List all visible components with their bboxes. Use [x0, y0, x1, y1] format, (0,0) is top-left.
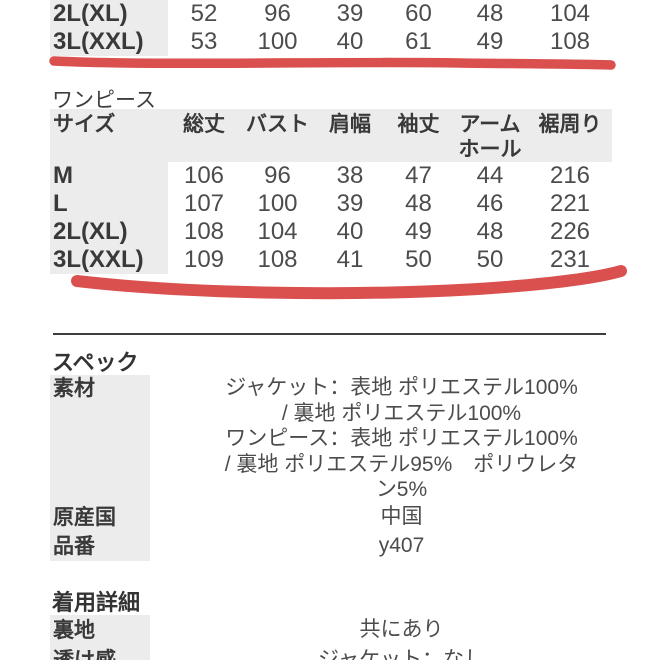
- jacket-size-table: 2L(XL) 52 96 39 60 48 104 3L(XXL) 53 100…: [50, 0, 612, 56]
- detail-value: ジャケット：なし: [318, 648, 485, 660]
- detail-row-lining: 裏地 共にあり: [50, 615, 653, 645]
- measurement-cell: 46: [476, 190, 504, 217]
- wearing-detail-heading: 着用詳細: [52, 590, 141, 615]
- spec-label: 素材: [50, 375, 150, 503]
- measurement-cell: 50: [405, 246, 432, 273]
- wearing-detail-table: 裏地 共にあり 透け感 ジャケット：なし: [50, 615, 653, 660]
- measurement-cell: 108: [183, 218, 225, 245]
- measurement-cell: 41: [336, 246, 364, 273]
- size-cell: 3L(XXL): [50, 28, 168, 56]
- size-cell: 3L(XXL): [50, 246, 168, 274]
- measurement-cell: 109: [183, 246, 225, 273]
- measurement-cell: 221: [549, 190, 591, 217]
- table-row: 2L(XL) 108 104 40 49 48 226: [50, 218, 612, 246]
- size-cell: M: [50, 162, 168, 190]
- measurement-cell: 48: [476, 218, 504, 245]
- detail-label: 透け感: [50, 645, 150, 660]
- column-header: 裾周り: [528, 109, 612, 162]
- spec-label: 品番: [50, 532, 150, 561]
- measurement-cell: 50: [476, 246, 504, 273]
- measurement-cell: 96: [264, 162, 291, 189]
- spec-value: y407: [378, 534, 425, 557]
- measurement-cell: 44: [476, 162, 504, 189]
- measurement-cell: 48: [405, 190, 432, 217]
- measurement-cell: 39: [336, 0, 364, 27]
- table-row: L 107 100 39 48 46 221: [50, 190, 612, 218]
- red-underline-dress-table: [71, 265, 627, 300]
- measurement-cell: 60: [405, 0, 432, 27]
- table-row: 2L(XL) 52 96 39 60 48 104: [50, 0, 612, 28]
- table-header-row: サイズ 総丈 バスト 肩幅 袖丈 アームホール 裾周り: [50, 109, 612, 162]
- column-header: 袖丈: [385, 109, 452, 162]
- table-row: 3L(XXL) 53 100 40 61 49 108: [50, 28, 612, 56]
- material-line: ワンピース：表地 ポリエステル100%: [225, 427, 578, 451]
- measurement-cell: 47: [405, 162, 432, 189]
- measurement-cell: 52: [190, 0, 218, 27]
- spec-table: 素材 ジャケット：表地 ポリエステル100% / 裏地 ポリエステル100% ワ…: [50, 375, 653, 561]
- dress-size-table: サイズ 総丈 バスト 肩幅 袖丈 アームホール 裾周り M 106 96 38 …: [50, 109, 612, 274]
- measurement-cell: 39: [336, 190, 364, 217]
- table-row: M 106 96 38 47 44 216: [50, 162, 612, 190]
- column-header: 肩幅: [315, 109, 385, 162]
- spec-row-origin: 原産国 中国: [50, 503, 653, 532]
- section-divider: [53, 333, 606, 335]
- measurement-cell: 104: [549, 0, 591, 27]
- spec-label: 原産国: [50, 503, 150, 532]
- measurement-cell: 107: [183, 190, 225, 217]
- column-header: バスト: [240, 109, 315, 162]
- measurement-cell: 226: [549, 218, 591, 245]
- column-header: 総丈: [168, 109, 240, 162]
- detail-row-sheerness: 透け感 ジャケット：なし: [50, 645, 653, 660]
- dress-section-title: ワンピース: [52, 89, 156, 112]
- measurement-cell: 108: [549, 28, 591, 55]
- material-line: / 裏地 ポリエステル100%: [281, 401, 522, 425]
- size-cell: 2L(XL): [50, 0, 168, 28]
- detail-label: 裏地: [50, 615, 150, 645]
- size-cell: 2L(XL): [50, 218, 168, 246]
- spec-value: 中国: [380, 505, 423, 528]
- measurement-cell: 100: [257, 28, 298, 55]
- measurement-cell: 49: [476, 28, 504, 55]
- measurement-cell: 61: [405, 28, 432, 55]
- measurement-cell: 96: [264, 0, 291, 27]
- spec-row-item-number: 品番 y407: [50, 532, 653, 561]
- column-header: アームホール: [452, 109, 528, 162]
- measurement-cell: 108: [257, 246, 298, 273]
- material-line: / 裏地 ポリエステル95% ポリウレタ: [224, 452, 579, 476]
- size-cell: L: [50, 190, 168, 218]
- spec-value: ジャケット：表地 ポリエステル100% / 裏地 ポリエステル100% ワンピー…: [150, 375, 653, 503]
- measurement-cell: 40: [336, 218, 364, 245]
- measurement-cell: 231: [549, 246, 591, 273]
- measurement-cell: 100: [257, 190, 298, 217]
- column-header: サイズ: [50, 109, 168, 162]
- material-line: ン5%: [375, 478, 428, 502]
- red-underline-jacket-table: [49, 56, 616, 70]
- detail-value: 共にあり: [359, 618, 444, 641]
- measurement-cell: 53: [190, 28, 218, 55]
- measurement-cell: 106: [183, 162, 225, 189]
- measurement-cell: 49: [405, 218, 432, 245]
- spec-heading: スペック: [52, 350, 139, 375]
- measurement-cell: 48: [476, 0, 504, 27]
- measurement-cell: 40: [336, 28, 364, 55]
- measurement-cell: 104: [257, 218, 298, 245]
- measurement-cell: 216: [549, 162, 591, 189]
- spec-row-material: 素材 ジャケット：表地 ポリエステル100% / 裏地 ポリエステル100% ワ…: [50, 375, 653, 503]
- material-line: ジャケット：表地 ポリエステル100%: [225, 376, 578, 399]
- table-row: 3L(XXL) 109 108 41 50 50 231: [50, 246, 612, 274]
- measurement-cell: 38: [336, 162, 364, 189]
